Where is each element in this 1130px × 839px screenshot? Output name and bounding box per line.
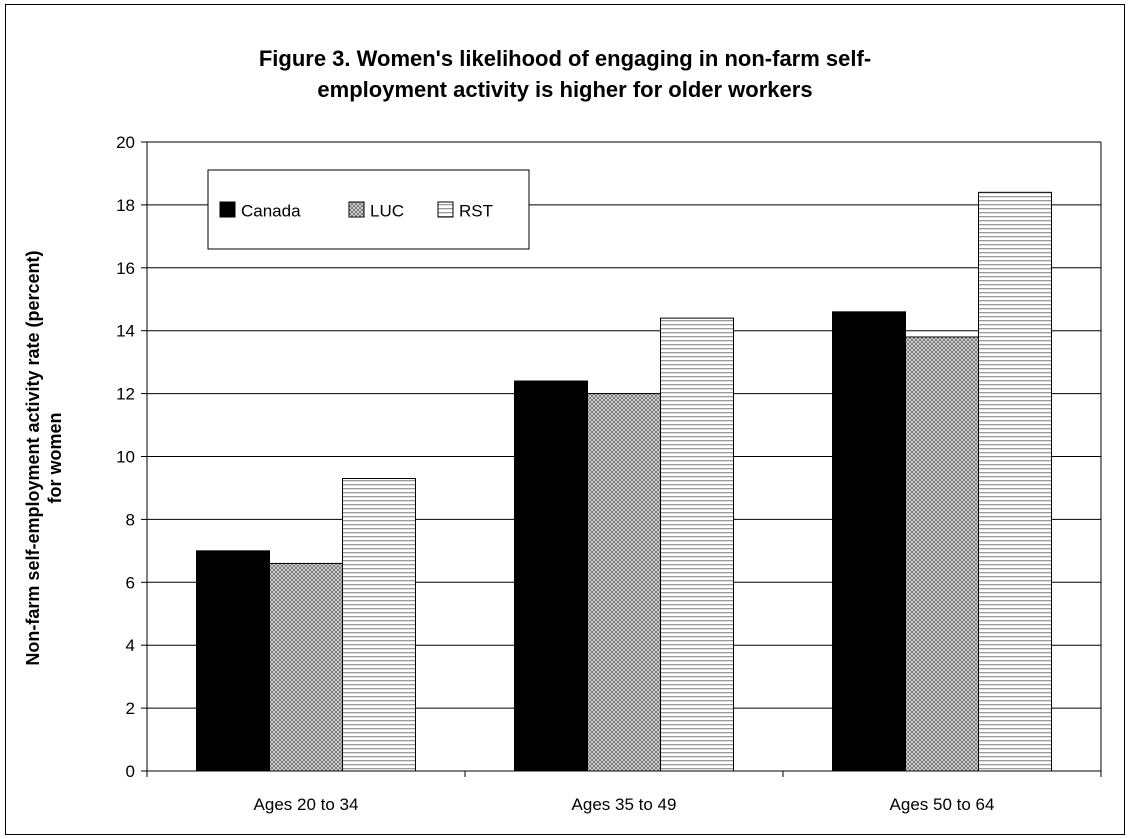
- legend-swatch-rst: [437, 201, 454, 218]
- y-tick-label: 20: [116, 133, 135, 152]
- chart-title-line-2: employment activity is higher for older …: [317, 77, 813, 102]
- x-tick-label: Ages 20 to 34: [254, 795, 359, 814]
- legend-box: [207, 169, 530, 250]
- bars-layer: [196, 191, 1052, 772]
- bar-luc-2: [587, 393, 661, 772]
- legend-layer: Canada LUC RST: [207, 169, 530, 250]
- y-tick-label: 10: [116, 448, 135, 467]
- bar-luc-1: [269, 562, 343, 772]
- y-tick-label: 8: [126, 510, 135, 529]
- axes-layer: 0 2 4 6 8 10 12 14 16 18 20 Ages 20 to 34 Ages 35 to…: [116, 133, 1102, 814]
- bar-rst-1: [342, 478, 416, 772]
- bar-rst-3: [978, 191, 1052, 772]
- y-tick-label: 16: [116, 259, 135, 278]
- x-tick-label: Ages 50 to 64: [890, 795, 995, 814]
- y-tick-label: 12: [116, 385, 135, 404]
- bar-canada-3: [832, 311, 906, 772]
- y-tick-label: 14: [116, 322, 135, 341]
- bar-canada-2: [514, 380, 588, 772]
- legend-label-luc: LUC: [370, 202, 404, 221]
- bar-luc-3: [905, 336, 979, 772]
- y-tick-label: 0: [126, 762, 135, 781]
- chart-title-line-1: Figure 3. Women's likelihood of engaging…: [258, 46, 872, 71]
- bar-rst-2: [660, 317, 734, 772]
- x-tick-label: Ages 35 to 49: [572, 795, 677, 814]
- legend-swatch-canada: [219, 201, 236, 218]
- y-tick-label: 6: [126, 573, 135, 592]
- legend-label-canada: Canada: [241, 202, 301, 221]
- legend-label-rst: RST: [459, 202, 493, 221]
- legend-swatch-luc: [348, 201, 365, 218]
- y-tick-label: 2: [126, 699, 135, 718]
- y-tick-label: 18: [116, 196, 135, 215]
- bar-canada-1: [196, 550, 270, 772]
- y-tick-label: 4: [126, 636, 135, 655]
